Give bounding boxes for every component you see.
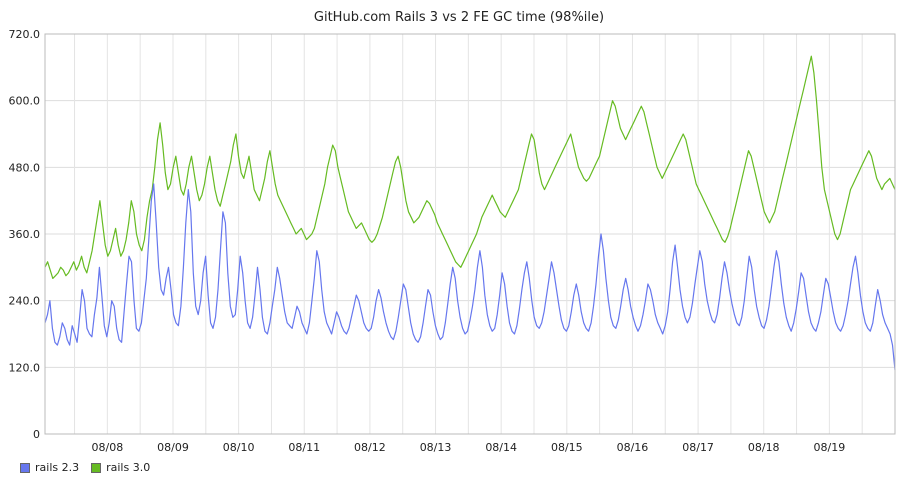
x-tick-label: 08/19 <box>814 441 846 454</box>
x-tick-label: 08/15 <box>551 441 583 454</box>
series-layer <box>44 55 896 371</box>
x-axis: 08/08 08/09 08/10 08/11 08/12 08/13 08/14 08/15… <box>92 441 846 454</box>
series-line-rails-2-3 <box>44 183 896 371</box>
y-tick-label: 720.0 <box>9 28 41 41</box>
legend-label: rails 2.3 <box>35 461 80 474</box>
x-tick-label: 08/09 <box>157 441 189 454</box>
series-line-rails-3-0 <box>44 55 896 279</box>
y-tick-label: 240.0 <box>9 295 41 308</box>
y-tick-label: 120.0 <box>9 361 41 374</box>
y-axis: 0 120.0 240.0 360.0 480.0 600.0 720.0 <box>9 28 41 441</box>
legend-item-rails-3-0: rails 3.0 <box>91 461 150 474</box>
x-tick-label: 08/17 <box>682 441 714 454</box>
chart-title: GitHub.com Rails 3 vs 2 FE GC time (98%i… <box>314 10 604 25</box>
legend-swatch <box>20 462 30 473</box>
plot-frame <box>44 33 896 435</box>
legend: rails 2.3 rails 3.0 <box>20 461 162 474</box>
grid <box>45 33 895 435</box>
y-tick-label: 360.0 <box>9 228 41 241</box>
x-tick-label: 08/13 <box>420 441 452 454</box>
x-tick-label: 08/14 <box>485 441 517 454</box>
x-tick-label: 08/11 <box>288 441 320 454</box>
legend-item-rails-2-3: rails 2.3 <box>20 461 79 474</box>
y-tick-label: 0 <box>33 428 40 441</box>
x-tick-label: 08/18 <box>748 441 780 454</box>
x-tick-label: 08/10 <box>223 441 255 454</box>
legend-swatch <box>91 462 102 473</box>
legend-label: rails 3.0 <box>106 461 151 474</box>
x-tick-label: 08/12 <box>354 441 386 454</box>
x-tick-label: 08/08 <box>92 441 124 454</box>
x-tick-label: 08/16 <box>617 441 649 454</box>
y-tick-label: 600.0 <box>9 95 41 108</box>
y-tick-label: 480.0 <box>9 161 41 174</box>
